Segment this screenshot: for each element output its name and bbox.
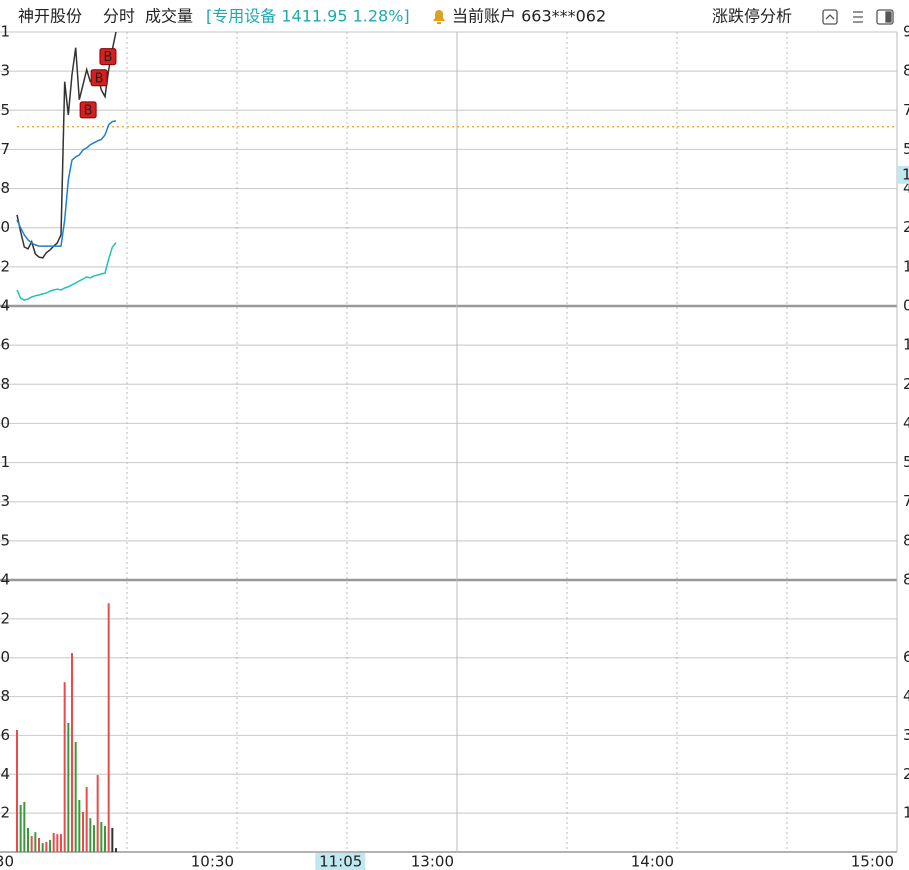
y2-tick-label: 5 [903, 140, 909, 158]
x-tick-label: 10:30 [191, 853, 234, 870]
y-tick-label: 3 [0, 492, 10, 510]
volume-bar [89, 818, 92, 852]
y-tick-label: 0 [0, 414, 10, 432]
volume-bar [38, 838, 40, 852]
y-tick-label: 1 [0, 23, 10, 41]
tab[interactable]: 分时 [103, 7, 135, 26]
price-line [16, 120, 117, 247]
y-tick-label: 4 [0, 297, 10, 315]
y-tick-label: 1 [0, 453, 10, 471]
crosshair-box [898, 165, 909, 184]
y2-tick-label: 4 [903, 179, 909, 197]
y-tick-label: 5 [0, 531, 10, 549]
y2-tick-label: 3 [903, 726, 909, 744]
volume-bar [34, 832, 37, 852]
volume-bar [19, 804, 22, 852]
volume-bar [111, 827, 114, 852]
volume-bar [104, 825, 106, 852]
volume-bar [49, 839, 51, 852]
y2-tick-label: 5 [903, 453, 909, 471]
volume-bar [60, 834, 62, 852]
y2-tick-label: 2 [903, 218, 909, 236]
y2-tick-label: 4 [903, 414, 909, 432]
crosshair-label: 1 [902, 165, 909, 183]
y-tick-label: 8 [0, 687, 10, 705]
buy-marker [99, 48, 117, 66]
volume-bar [45, 841, 48, 852]
y-tick-label: 5 [0, 101, 10, 119]
volume-bar [93, 825, 95, 852]
x-tick-label: 30 [0, 853, 14, 870]
volume-bar [27, 827, 29, 852]
y-tick-label: 2 [0, 609, 10, 627]
y2-tick-label: 7 [903, 492, 909, 510]
volume-bar [100, 822, 103, 852]
y-tick-label: 8 [0, 179, 10, 197]
volume-bar [96, 775, 99, 852]
y-tick-label: 8 [0, 375, 10, 393]
y-tick-label: 2 [0, 804, 10, 822]
volume-bar [74, 742, 77, 852]
volume-bar [71, 653, 73, 852]
y2-tick-label: 1 [903, 257, 909, 275]
bell-icon [433, 10, 445, 24]
volume-bar [115, 848, 117, 852]
buy-marker [79, 101, 97, 119]
volume-bar [23, 801, 26, 852]
crosshair-label: 11:05 [319, 853, 362, 870]
y-tick-label: 6 [0, 336, 10, 354]
y-tick-label: 4 [0, 765, 10, 783]
volume-bar [85, 787, 88, 852]
y-tick-label: 4 [0, 571, 10, 589]
y-tick-label: 2 [0, 257, 10, 275]
volume-bar [63, 682, 66, 852]
volume-bar [82, 811, 84, 852]
y2-tick-label: 9 [903, 23, 909, 41]
x-tick-label: 13:00 [411, 853, 454, 870]
volume-bar [107, 603, 110, 852]
y2-tick-label: 1 [903, 804, 909, 822]
volume-bar [30, 836, 33, 852]
buy-marker [90, 69, 108, 87]
limit-button[interactable]: 涨跌停分析 [712, 7, 792, 26]
volume-bar [78, 799, 81, 852]
volume-bar [41, 843, 44, 852]
y2-tick-label: 2 [903, 375, 909, 393]
price-line [16, 242, 117, 301]
y2-tick-label: 0 [903, 297, 909, 315]
y2-tick-label: 8 [903, 571, 909, 589]
y2-tick-label: 1 [903, 336, 909, 354]
volume-bar [56, 834, 59, 852]
x-tick-label: 14:00 [631, 853, 674, 870]
toolbar-icons[interactable] [822, 9, 894, 25]
y-tick-label: 0 [0, 648, 10, 666]
crosshair-box [315, 853, 366, 870]
volume-bar [52, 832, 55, 852]
index-info: [专用设备 1411.95 1.28%] [206, 7, 410, 26]
buy-marker-label: B [95, 71, 104, 86]
volume-bar [67, 722, 70, 852]
y-tick-label: 7 [0, 140, 10, 158]
y2-tick-label: 7 [903, 101, 909, 119]
y-tick-label: 0 [0, 218, 10, 236]
y2-tick-label: 8 [903, 62, 909, 80]
x-tick-label: 15:00 [851, 853, 894, 870]
y2-tick-label: 6 [903, 648, 909, 666]
stock-name: 神开股份 [18, 7, 82, 26]
y-tick-label: 6 [0, 726, 10, 744]
y2-tick-label: 8 [903, 531, 909, 549]
y2-tick-label: 2 [903, 765, 909, 783]
buy-marker-label: B [84, 103, 93, 118]
account: 当前账户 663***062 [452, 7, 606, 26]
tab[interactable]: 成交量 [145, 7, 193, 26]
y2-tick-label: 4 [903, 687, 909, 705]
y-tick-label: 3 [0, 62, 10, 80]
buy-marker-label: B [103, 50, 112, 65]
volume-bar [16, 729, 18, 852]
